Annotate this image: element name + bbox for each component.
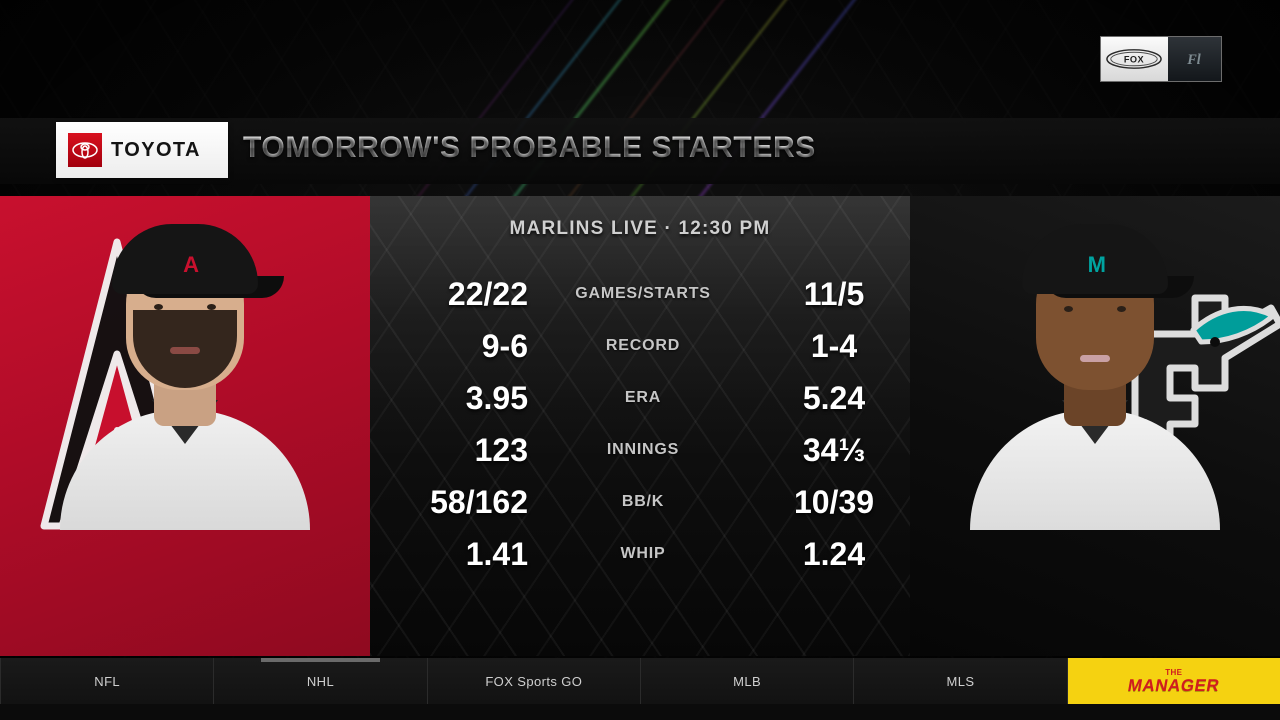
- stat-value-left: 123: [474, 431, 528, 468]
- stat-value-left: 1.41: [465, 535, 528, 572]
- fox-regional-logo: Fl: [1167, 37, 1221, 81]
- player-eye-left: [1064, 306, 1073, 312]
- player-eye-right: [1117, 306, 1126, 312]
- stat-value-left: 9-6: [481, 327, 528, 364]
- stat-value-right: 10/39: [793, 483, 875, 520]
- nav-item-mls[interactable]: MLS: [854, 658, 1068, 704]
- player-photo-right: M: [910, 196, 1280, 530]
- stat-row: 58/162 BB/K 10/39: [370, 476, 910, 528]
- stat-value-right: 1-4: [810, 327, 858, 364]
- nav-item-label: MLS: [946, 673, 975, 689]
- stats-panel: MARLINS LIVE · 12:30 PM 22/22 GAMES/START…: [370, 196, 910, 656]
- stat-label: RECORD: [605, 337, 681, 354]
- player-mouth: [1080, 355, 1110, 362]
- nav-item-label: FOX Sports GO: [485, 673, 583, 689]
- stats-table: 22/22 GAMES/STARTS 11/5 9-6 RECORD 1-4 3.95 ERA…: [370, 268, 910, 580]
- stat-row: 9-6 RECORD 1-4: [370, 320, 910, 372]
- stat-row: 123 INNINGS 34⅓: [370, 424, 910, 476]
- fox-logo: FOX Fl: [1100, 36, 1222, 82]
- stat-row: 22/22 GAMES/STARTS 11/5: [370, 268, 910, 320]
- nav-footer-strip: [0, 704, 1280, 720]
- stat-row: 1.41 WHIP 1.24: [370, 528, 910, 580]
- stat-value-left: 22/22: [447, 275, 528, 312]
- toyota-emblem-icon: [68, 133, 102, 167]
- marlins-logo: [1131, 294, 1280, 494]
- stat-value-right: 34⅓: [802, 431, 866, 468]
- nav-item-label: NHL: [306, 673, 335, 689]
- player-photo-left: A: [0, 196, 370, 530]
- stat-value-right: 1.24: [802, 535, 866, 572]
- broadcast-subhead: MARLINS LIVE · 12:30 PM: [509, 218, 771, 239]
- fox-primary-logo: FOX: [1101, 37, 1168, 81]
- stat-value-right: 5.24: [802, 379, 866, 416]
- stat-label: BB/K: [621, 493, 665, 510]
- promo-line-2: MANAGER: [1126, 675, 1222, 695]
- cap-logo-icon: M: [1087, 252, 1106, 277]
- nav-active-indicator: [261, 658, 380, 662]
- nav-item-nfl[interactable]: NFL: [0, 658, 215, 704]
- player-eye-left: [154, 304, 163, 310]
- sponsor-name: TOYOTA: [111, 138, 201, 161]
- player-mouth: [170, 347, 200, 354]
- page-title: TOMORROW'S PROBABLE STARTERS: [243, 131, 816, 164]
- svg-text:FOX: FOX: [1124, 54, 1145, 64]
- stat-label: WHIP: [620, 545, 666, 562]
- nav-item-label: MLB: [733, 673, 762, 689]
- player-eye-right: [207, 304, 216, 310]
- stat-value-right: 11/5: [803, 275, 865, 312]
- promo-line-1: THE: [1165, 667, 1183, 677]
- stat-value-left: 3.95: [465, 379, 528, 416]
- bottom-nav: NFL NHL FOX Sports GO MLB MLS THE MANAGER: [0, 658, 1280, 704]
- player-panel-left: A 38 LHP ROBBIE RAY: [0, 196, 370, 656]
- nav-item-fox-sports-go[interactable]: FOX Sports GO: [428, 658, 641, 704]
- player-cap: [112, 224, 258, 294]
- cap-logo-icon: A: [183, 252, 199, 277]
- nav-promo-banner[interactable]: THE MANAGER: [1067, 658, 1280, 704]
- stat-value-left: 58/162: [430, 483, 528, 520]
- player-cap: [1022, 224, 1168, 294]
- player-panel-right: M 57 RHP ELIESER HERNANDEZ: [910, 196, 1280, 656]
- stat-label: GAMES/STARTS: [575, 285, 711, 302]
- stat-label: INNINGS: [606, 441, 680, 458]
- stat-label: ERA: [624, 389, 662, 406]
- nav-item-mlb[interactable]: MLB: [641, 658, 855, 704]
- nav-item-nhl[interactable]: NHL: [214, 658, 428, 704]
- stats-panel-texture: [370, 196, 910, 656]
- stat-row: 3.95 ERA 5.24: [370, 372, 910, 424]
- sponsor-logo-toyota: TOYOTA: [56, 122, 228, 178]
- svg-text:Fl: Fl: [1187, 52, 1202, 68]
- nav-item-label: NFL: [94, 673, 121, 689]
